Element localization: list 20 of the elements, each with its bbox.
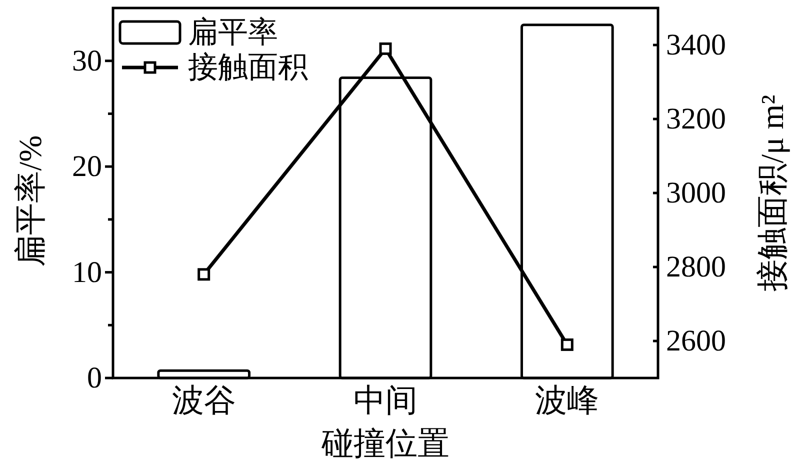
y-tick-label: 0 <box>87 362 102 394</box>
point <box>560 338 574 351</box>
y-tick-label: 30 <box>72 44 102 78</box>
y2-tick-label: 2600 <box>666 324 726 358</box>
legend-label: 扁平率 <box>188 16 278 49</box>
x-tick-label: 波谷 <box>172 382 236 418</box>
y2-tick-label: 3400 <box>666 28 726 62</box>
legend-label: 接触面积 <box>188 51 308 84</box>
x-tick-label: 中间 <box>354 382 418 418</box>
y2-tick-label: 3200 <box>666 102 726 136</box>
point <box>379 42 392 55</box>
point <box>198 268 210 281</box>
y2-axis-title: 接触面积/μ m² <box>754 94 790 292</box>
y2-tick-label: 3000 <box>666 176 726 210</box>
x-tick-label: 波峰 <box>535 382 600 418</box>
y2-tick-label: 2800 <box>666 250 726 284</box>
y-tick-label: 10 <box>72 256 102 289</box>
x-axis-title: 碰撞位置 <box>320 425 450 461</box>
y-axis-title: 扁平率/% <box>12 135 48 267</box>
y-tick-label: 20 <box>72 150 102 184</box>
